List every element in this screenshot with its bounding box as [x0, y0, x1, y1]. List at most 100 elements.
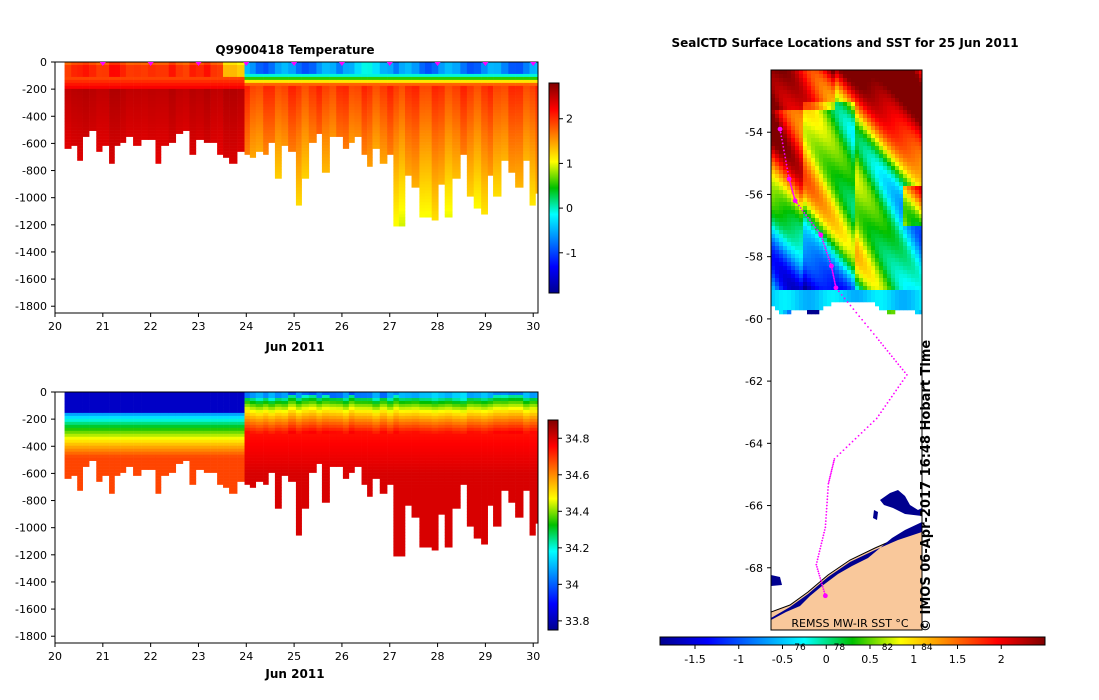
- salinity-cell: [515, 481, 524, 485]
- salinity-cell: [473, 400, 482, 405]
- salinity-cell: [405, 406, 412, 411]
- temperature-cell: [102, 139, 110, 143]
- temperature-cell: [237, 130, 245, 134]
- temperature-cell: [301, 151, 310, 155]
- temperature-cell: [263, 76, 269, 81]
- temperature-cell: [308, 127, 317, 131]
- salinity-section-panel: 0-200-400-600-800-1000-1200-1400-1600-18…: [15, 386, 589, 681]
- temperature-cell: [274, 97, 282, 102]
- salinity-cell: [336, 457, 344, 461]
- temperature-cell: [431, 175, 439, 179]
- temperature-cell: [316, 91, 323, 96]
- salinity-cell: [96, 409, 103, 414]
- temperature-cell: [244, 85, 251, 90]
- salinity-cell: [535, 392, 538, 396]
- temperature-cell: [529, 184, 536, 188]
- temperature-colorbar: [548, 82, 560, 294]
- temperature-cell: [393, 160, 400, 164]
- temperature-cell: [77, 112, 83, 117]
- temperature-cell: [473, 190, 482, 194]
- salinity-cell: [398, 484, 406, 488]
- salinity-cell: [263, 415, 269, 420]
- temperature-cell: [155, 85, 162, 90]
- salinity-cell: [393, 421, 400, 426]
- temperature-cell: [387, 118, 394, 122]
- temperature-cell: [523, 130, 530, 134]
- temperature-cell: [444, 169, 453, 173]
- salinity-cell: [133, 448, 142, 452]
- temperature-cell: [398, 85, 406, 90]
- salinity-cell: [229, 484, 238, 488]
- temperature-cell: [411, 181, 420, 185]
- temperature-cell: [361, 94, 368, 99]
- temperature-cell: [529, 109, 536, 114]
- salinity-cell: [393, 529, 400, 533]
- salinity-cell: [89, 406, 97, 411]
- salinity-cell: [361, 433, 368, 438]
- salinity-cell: [452, 457, 461, 461]
- temperature-cell: [301, 88, 310, 93]
- temperature-cell: [96, 100, 103, 105]
- temperature-cell: [411, 82, 420, 87]
- temperature-cell: [263, 100, 269, 105]
- salinity-cell: [535, 436, 538, 441]
- temperature-cell: [481, 67, 488, 72]
- temperature-cell: [493, 70, 502, 75]
- temperature-cell: [217, 112, 224, 117]
- salinity-cell: [308, 418, 317, 423]
- salinity-cell: [466, 415, 475, 420]
- salinity-cell: [431, 427, 439, 432]
- temperature-cell: [244, 142, 251, 146]
- temperature-cell: [301, 118, 310, 122]
- salinity-cell: [515, 412, 524, 417]
- temperature-cell: [203, 112, 211, 117]
- salinity-cell: [308, 412, 317, 417]
- salinity-cell: [175, 439, 184, 444]
- salinity-cell: [244, 418, 251, 423]
- salinity-cell: [431, 466, 439, 470]
- temperature-cell: [301, 166, 310, 170]
- temperature-cell: [411, 133, 420, 137]
- temperature-cell: [387, 91, 394, 96]
- salinity-cell: [223, 412, 230, 417]
- salinity-cell: [529, 502, 536, 506]
- temperature-cell: [109, 142, 115, 146]
- temperature-cell: [424, 184, 432, 188]
- salinity-cell: [452, 445, 461, 450]
- temperature-cell: [308, 97, 317, 102]
- temperature-cell: [431, 106, 439, 111]
- temperature-cell: [301, 106, 310, 111]
- temperature-cell: [342, 94, 350, 99]
- salinity-cell: [237, 466, 245, 470]
- salinity-cell: [263, 469, 269, 473]
- temperature-cell: [452, 142, 461, 146]
- temperature-cell: [237, 91, 245, 96]
- salinity-cell: [481, 436, 488, 441]
- temperature-cell: [379, 79, 388, 84]
- temperature-cell: [82, 112, 90, 117]
- salinity-cell: [288, 412, 297, 417]
- temperature-cell: [155, 73, 162, 78]
- salinity-cell: [301, 406, 310, 411]
- salinity-cell: [229, 392, 238, 396]
- temperature-cell: [274, 73, 282, 78]
- temperature-cell: [229, 157, 238, 161]
- temperature-cell: [82, 106, 90, 111]
- salinity-cell: [189, 439, 197, 444]
- temperature-cell: [452, 163, 461, 167]
- temperature-cell: [424, 199, 432, 203]
- temperature-cell: [155, 139, 162, 143]
- salinity-cell: [281, 394, 289, 399]
- temperature-cell: [419, 121, 426, 125]
- temperature-cell: [508, 85, 516, 90]
- salinity-cell: [424, 487, 432, 491]
- temperature-cell: [64, 130, 72, 134]
- temperature-cell: [481, 154, 488, 158]
- temperature-cell: [354, 127, 362, 131]
- temperature-cell: [419, 205, 426, 209]
- salinity-cell: [288, 427, 297, 432]
- temperature-cell: [321, 82, 330, 87]
- salinity-cell: [405, 484, 412, 488]
- temperature-cell: [535, 64, 538, 69]
- temperature-cell: [175, 64, 184, 69]
